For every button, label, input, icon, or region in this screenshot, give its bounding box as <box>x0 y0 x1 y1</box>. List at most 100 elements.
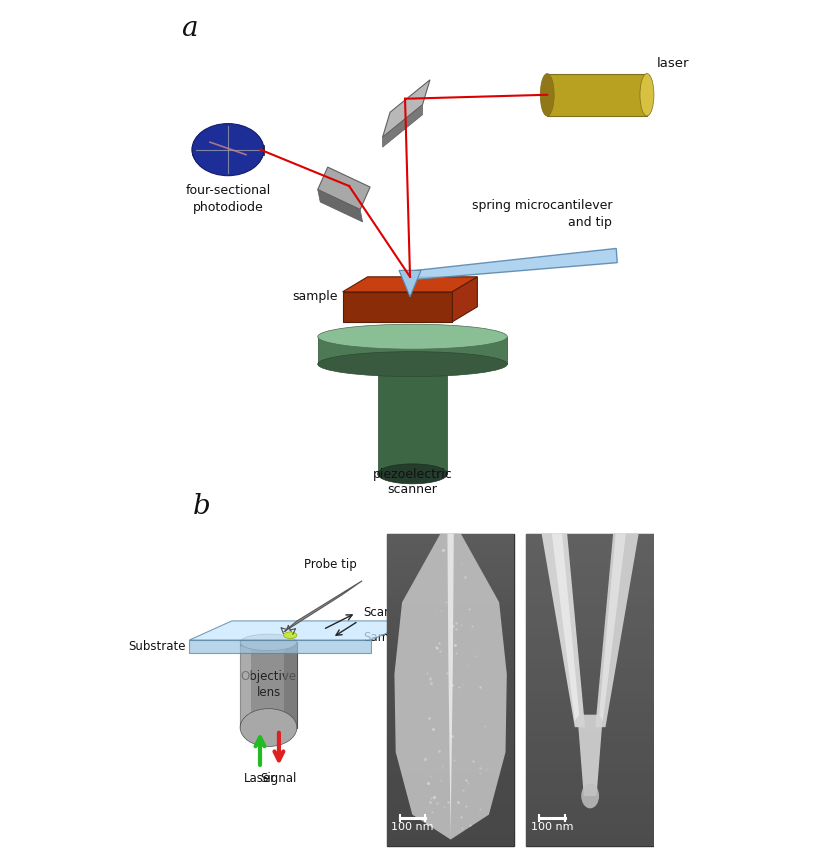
Text: Probe tip: Probe tip <box>304 558 357 571</box>
Polygon shape <box>542 533 585 728</box>
Polygon shape <box>526 721 654 731</box>
Polygon shape <box>318 189 362 222</box>
Polygon shape <box>387 669 514 679</box>
Polygon shape <box>387 721 514 731</box>
Text: laser: laser <box>657 57 690 70</box>
Ellipse shape <box>240 709 297 746</box>
Polygon shape <box>547 74 647 116</box>
Polygon shape <box>526 627 654 638</box>
Polygon shape <box>190 621 414 640</box>
Polygon shape <box>387 679 514 690</box>
Polygon shape <box>526 555 654 565</box>
Polygon shape <box>387 794 514 804</box>
Polygon shape <box>382 105 423 147</box>
Polygon shape <box>387 710 514 721</box>
Ellipse shape <box>377 464 448 484</box>
Ellipse shape <box>640 74 654 116</box>
Polygon shape <box>526 544 654 555</box>
Polygon shape <box>526 710 654 721</box>
Text: Laser: Laser <box>244 771 276 784</box>
Text: Substrate: Substrate <box>128 640 185 654</box>
Polygon shape <box>387 575 514 586</box>
Text: 100 nm: 100 nm <box>391 822 433 832</box>
Polygon shape <box>387 752 514 763</box>
Ellipse shape <box>192 125 264 175</box>
Polygon shape <box>240 642 297 728</box>
Polygon shape <box>387 617 514 627</box>
Polygon shape <box>387 825 514 835</box>
Polygon shape <box>526 648 654 659</box>
Polygon shape <box>284 642 297 728</box>
Text: piezoelectric
scanner: piezoelectric scanner <box>372 469 453 496</box>
Polygon shape <box>526 835 654 846</box>
Polygon shape <box>387 555 514 565</box>
Text: four-sectional
photodiode: four-sectional photodiode <box>185 184 271 214</box>
Ellipse shape <box>377 354 448 374</box>
Polygon shape <box>342 277 478 292</box>
Polygon shape <box>526 741 654 752</box>
Polygon shape <box>387 606 514 617</box>
Polygon shape <box>526 575 654 586</box>
Polygon shape <box>387 638 514 648</box>
Ellipse shape <box>192 124 264 175</box>
Polygon shape <box>526 533 654 544</box>
Polygon shape <box>526 690 654 700</box>
Polygon shape <box>453 277 478 322</box>
Text: a: a <box>180 15 197 42</box>
Polygon shape <box>387 533 514 846</box>
Polygon shape <box>342 292 453 322</box>
Polygon shape <box>526 763 654 773</box>
Polygon shape <box>526 804 654 814</box>
Polygon shape <box>387 627 514 638</box>
Polygon shape <box>387 731 514 741</box>
Text: sample: sample <box>292 291 337 304</box>
Polygon shape <box>526 533 654 846</box>
Polygon shape <box>387 533 514 544</box>
Polygon shape <box>387 690 514 700</box>
Polygon shape <box>387 783 514 794</box>
Polygon shape <box>387 544 514 555</box>
Polygon shape <box>526 586 654 596</box>
Polygon shape <box>526 606 654 617</box>
Polygon shape <box>595 533 639 728</box>
Polygon shape <box>399 270 421 297</box>
Polygon shape <box>577 715 603 796</box>
Polygon shape <box>526 659 654 669</box>
Text: Objective
lens: Objective lens <box>240 671 296 699</box>
Ellipse shape <box>581 783 599 808</box>
Polygon shape <box>240 647 250 722</box>
Text: b: b <box>193 494 210 520</box>
Polygon shape <box>526 596 654 606</box>
Polygon shape <box>382 80 430 138</box>
Polygon shape <box>192 144 264 155</box>
Ellipse shape <box>240 634 297 651</box>
Text: spring microcantilever
and tip: spring microcantilever and tip <box>472 200 612 230</box>
Text: Scan: Scan <box>363 606 392 619</box>
Polygon shape <box>410 249 617 280</box>
Polygon shape <box>599 533 626 721</box>
Polygon shape <box>387 763 514 773</box>
Polygon shape <box>526 783 654 794</box>
Polygon shape <box>318 167 370 210</box>
Polygon shape <box>526 617 654 627</box>
Polygon shape <box>387 565 514 575</box>
Polygon shape <box>526 638 654 648</box>
Polygon shape <box>387 835 514 846</box>
Polygon shape <box>526 825 654 835</box>
Polygon shape <box>526 669 654 679</box>
Polygon shape <box>394 533 507 839</box>
Text: Sample: Sample <box>363 630 407 643</box>
Polygon shape <box>526 773 654 783</box>
Text: 100 nm: 100 nm <box>530 822 573 832</box>
Polygon shape <box>387 648 514 659</box>
Ellipse shape <box>318 324 508 349</box>
Polygon shape <box>387 659 514 669</box>
Polygon shape <box>552 533 579 721</box>
Ellipse shape <box>318 352 508 377</box>
Polygon shape <box>526 700 654 710</box>
Ellipse shape <box>284 632 297 639</box>
Polygon shape <box>526 752 654 763</box>
Polygon shape <box>387 814 514 825</box>
Polygon shape <box>526 731 654 741</box>
Polygon shape <box>387 586 514 596</box>
